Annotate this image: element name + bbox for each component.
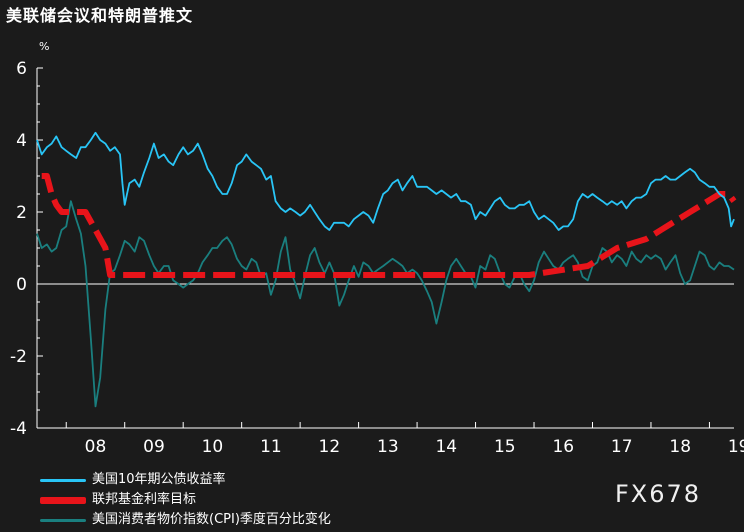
- x-tick-label: 09: [143, 437, 165, 457]
- chart-axes: %: [36, 40, 734, 429]
- x-tick-label: 14: [435, 437, 457, 457]
- series-line-cpi: [36, 200, 735, 408]
- x-tick-label: 15: [494, 437, 516, 457]
- legend-label-cpi: 美国消费者物价指数(CPI)季度百分比变化: [92, 512, 331, 527]
- series-line-treasury-yield: [36, 131, 735, 231]
- chart-title: 美联储会议和特朗普推文: [6, 6, 194, 25]
- y-tick-label: 6: [16, 59, 27, 79]
- legend-swatch-fed-funds: [40, 496, 86, 504]
- y-tick-label: -4: [10, 419, 27, 439]
- y-tick-labels: 6 4 2 0 -2 -4: [10, 59, 27, 439]
- legend-label-treasury-yield: 美国10年期公债收益率: [92, 472, 226, 487]
- y-tick-label: -2: [10, 347, 27, 367]
- legend-item-cpi: 美国消费者物价指数(CPI)季度百分比变化: [40, 510, 331, 530]
- legend-item-treasury-yield: 美国10年期公债收益率: [40, 470, 331, 490]
- chart-legend: 美国10年期公债收益率 联邦基金利率目标 美国消费者物价指数(CPI)季度百分比…: [40, 470, 331, 530]
- legend-swatch-cpi: [40, 518, 86, 522]
- x-tick-labels: 08 09 10 11 12 13 14 15 16 17 18 19: [85, 437, 744, 457]
- x-tick-label: 19: [728, 437, 744, 457]
- x-tick-label: 08: [85, 437, 107, 457]
- x-tick-label: 16: [552, 437, 574, 457]
- x-tick-label: 18: [669, 437, 691, 457]
- x-tick-label: 17: [611, 437, 633, 457]
- y-tick-label: 4: [16, 131, 27, 151]
- legend-swatch-treasury-yield: [40, 478, 86, 482]
- x-tick-label: 10: [202, 437, 224, 457]
- y-axis-unit: %: [39, 40, 49, 53]
- y-tick-label: 0: [16, 275, 27, 295]
- x-tick-label: 13: [377, 437, 399, 457]
- y-tick-label: 2: [16, 203, 27, 223]
- chart-series: [36, 131, 737, 408]
- series-line-fed-funds: [41, 173, 737, 278]
- x-tick-label: 11: [260, 437, 282, 457]
- legend-item-fed-funds: 联邦基金利率目标: [40, 490, 331, 510]
- watermark-logo: FX678: [615, 480, 702, 508]
- legend-label-fed-funds: 联邦基金利率目标: [92, 492, 197, 507]
- x-tick-label: 12: [319, 437, 341, 457]
